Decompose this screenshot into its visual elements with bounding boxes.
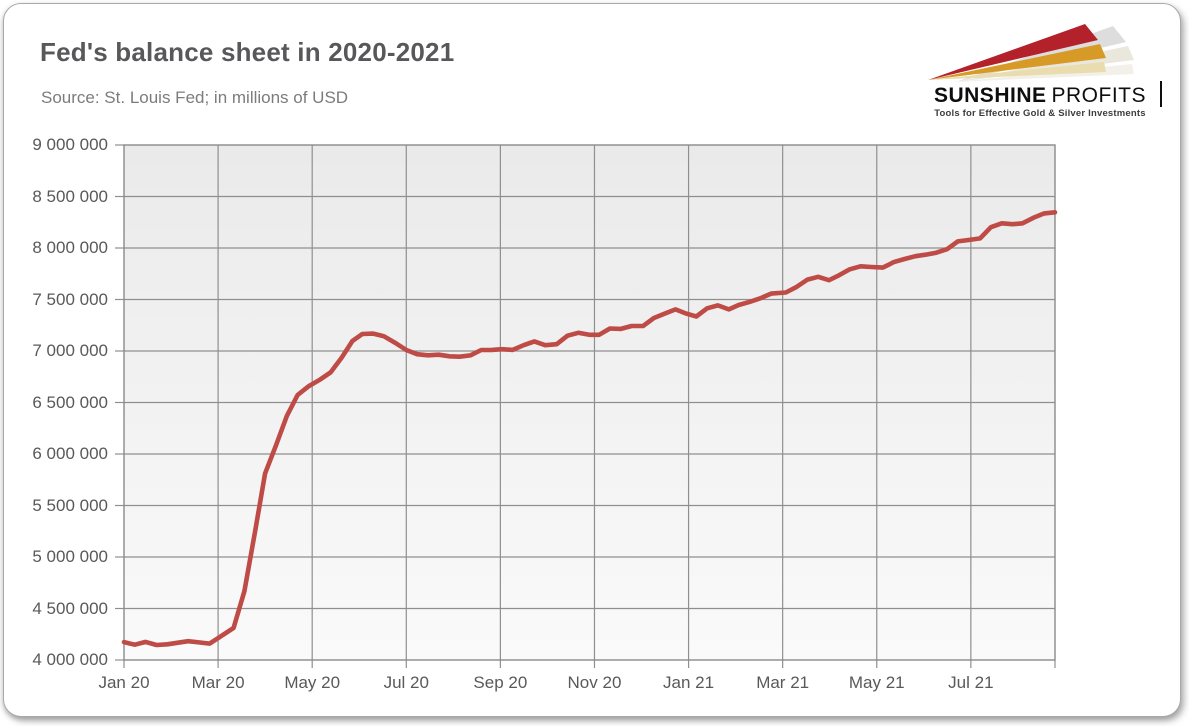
plot-border xyxy=(123,144,1056,661)
x-axis-labels: Jan 20 Mar 20 May 20 Jul 20 Sep 20 Nov 20 Jan … xyxy=(98,673,1055,695)
x-tick-label: Jul 21 xyxy=(948,673,994,692)
y-axis-labels: 9 000 000 8 500 000 8 000 000 7 500 000 7 00… xyxy=(4,135,108,669)
y-tick-label: 8 500 000 xyxy=(32,186,108,206)
y-tick-label: 6 000 000 xyxy=(32,444,108,463)
x-tick-label: Sep 20 xyxy=(473,673,528,692)
x-tick-label: Jan 20 xyxy=(98,673,150,692)
x-tick-label: May 20 xyxy=(284,673,341,692)
y-tick-label: 7 500 000 xyxy=(32,289,108,309)
y-tick-label: 8 000 000 xyxy=(32,238,108,257)
chart-card: Fed's balance sheet in 2020-2021 Source:… xyxy=(3,3,1181,717)
y-tick-label: 4 500 000 xyxy=(32,598,108,618)
x-tick-label: Jul 20 xyxy=(383,673,429,692)
y-tick-label: 9 000 000 xyxy=(32,135,108,154)
chart-plot-area xyxy=(115,144,1058,668)
x-tick-label: Nov 20 xyxy=(567,673,622,692)
sunshine-profits-logo: SUNSHINE PROFITS Tools for Effective Gold… xyxy=(914,10,1166,122)
y-tick-label: 4 000 000 xyxy=(32,650,108,669)
y-tick-label: 7 000 000 xyxy=(32,341,108,360)
balance-sheet-line xyxy=(121,210,1058,648)
chart-title: Fed's balance sheet in 2020-2021 xyxy=(40,37,455,67)
logo-brand-profits: PROFITS xyxy=(1051,84,1147,107)
x-tick-label: Jan 21 xyxy=(663,673,715,692)
x-tick-label: Mar 20 xyxy=(191,673,245,692)
x-tick-label: May 21 xyxy=(848,673,905,692)
line-chart xyxy=(115,144,1058,668)
logo-arrows-icon xyxy=(928,24,1134,82)
logo-brand: SUNSHINE PROFITS xyxy=(914,81,1166,108)
dollar-stroke-icon xyxy=(1160,81,1162,107)
y-tick-label: 6 500 000 xyxy=(32,392,108,412)
x-tick-label: Mar 21 xyxy=(756,673,810,692)
logo-tagline: Tools for Effective Gold & Silver Invest… xyxy=(934,108,1146,119)
y-tick-label: 5 000 000 xyxy=(32,547,108,566)
logo-brand-sunshine: SUNSHINE xyxy=(933,84,1047,107)
chart-source-note: Source: St. Louis Fed; in millions of US… xyxy=(41,88,349,107)
y-tick-label: 5 500 000 xyxy=(32,495,108,515)
